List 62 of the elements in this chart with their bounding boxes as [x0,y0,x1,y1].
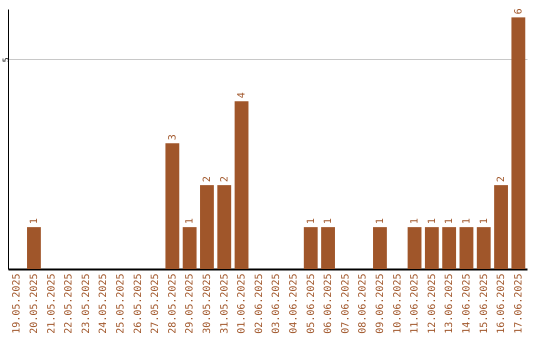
x-tick-label: 05.06.2025 [306,274,317,334]
bar [511,17,526,269]
data-label: 1 [461,218,472,224]
bar [424,227,439,269]
bar [373,227,387,269]
x-tick-label: 03.06.2025 [271,274,282,334]
x-tick-label: 25.05.2025 [115,274,126,334]
x-tick-label: 13.06.2025 [444,274,456,334]
bar [165,143,180,269]
bar [234,101,248,269]
data-label: 1 [306,218,317,224]
x-tick-label: 15.06.2025 [478,274,490,334]
data-label: 1 [374,218,386,224]
data-label: 6 [513,8,524,14]
data-label: 1 [478,218,490,224]
data-label: 1 [410,218,421,224]
x-tick-label: 28.05.2025 [167,274,178,334]
x-tick-label: 26.05.2025 [132,274,144,334]
x-tick-label: 19.05.2025 [12,274,23,334]
x-tick-label: 07.06.2025 [340,274,352,334]
data-label: 4 [236,92,248,98]
data-label: 1 [426,218,438,224]
x-tick-label: 14.06.2025 [461,274,472,334]
bar [442,227,456,269]
bar [27,227,41,269]
data-label: 2 [202,176,213,182]
x-tick-label: 04.06.2025 [288,274,300,334]
data-label: 1 [184,218,196,224]
x-tick-label: 20.05.2025 [28,274,40,334]
x-tick-label: 22.05.2025 [64,274,75,334]
x-tick-label: 23.05.2025 [80,274,92,334]
x-tick-label: 27.05.2025 [150,274,162,334]
x-tick-label: 16.06.2025 [496,274,508,334]
bar [217,185,232,269]
x-tick-label: 02.06.2025 [254,274,265,334]
x-tick-label: 12.06.2025 [426,274,438,334]
bar [321,227,335,269]
x-tick-label: 10.06.2025 [392,274,404,334]
data-label: 1 [323,218,334,224]
x-tick-label: 09.06.2025 [374,274,386,334]
x-tick-label: 17.06.2025 [513,274,524,334]
x-tick-label: 06.06.2025 [323,274,334,334]
data-label: 3 [167,134,178,140]
bar [182,227,197,269]
data-label: 1 [444,218,456,224]
bar [200,185,214,269]
bar [494,185,508,269]
data-label: 1 [28,218,40,224]
x-tick-label: 21.05.2025 [46,274,58,334]
data-label: 2 [496,176,508,182]
x-tick-label: 01.06.2025 [236,274,248,334]
x-tick-label: 11.06.2025 [410,274,421,334]
x-tick-label: 29.05.2025 [184,274,196,334]
bar [460,227,474,269]
x-tick-label: 31.05.2025 [219,274,230,334]
data-label: 2 [219,176,230,182]
bar [476,227,491,269]
bar [304,227,318,269]
x-tick-label: 08.06.2025 [358,274,369,334]
x-tick-label: 24.05.2025 [98,274,110,334]
bar [408,227,422,269]
x-tick-label: 30.05.2025 [202,274,213,334]
